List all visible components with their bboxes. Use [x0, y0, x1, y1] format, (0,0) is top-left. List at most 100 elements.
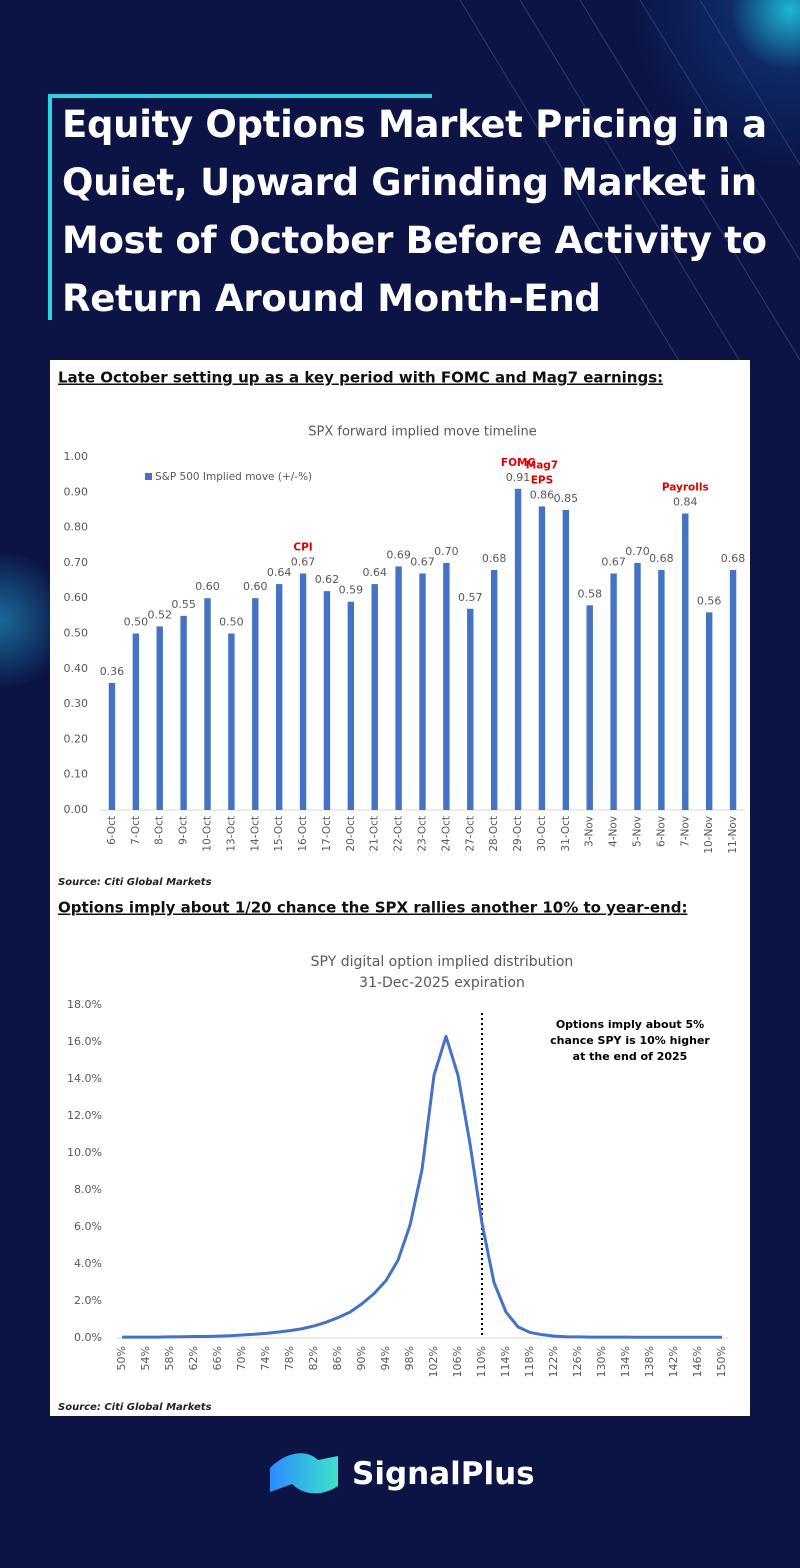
- x-tick-label: 10-Nov: [703, 816, 715, 854]
- value-label: 0.55: [171, 598, 196, 611]
- y-tick-label: 10.0%: [67, 1146, 102, 1159]
- bar: [538, 506, 546, 810]
- annotation: chance SPY is 10% higher: [550, 1034, 710, 1047]
- chart-title: SPX forward implied move timeline: [308, 425, 537, 440]
- x-tick-label: 54%: [139, 1346, 152, 1370]
- bar: [610, 573, 617, 810]
- bar: [395, 566, 402, 810]
- y-tick-label: 0.10: [64, 768, 89, 781]
- annotation: FOMC: [501, 457, 536, 469]
- background-lines: [459, 0, 800, 360]
- bar: [275, 584, 283, 810]
- x-tick-label: 10-Oct: [202, 816, 214, 852]
- source: Source: Citi Global Markets: [58, 1402, 212, 1413]
- bar: [252, 598, 259, 810]
- x-tick-label: 74%: [259, 1346, 272, 1370]
- y-tick-label: 0.00: [64, 803, 89, 816]
- line: [122, 1034, 722, 1339]
- y-tick-label: 12.0%: [67, 1109, 102, 1122]
- value-label: 0.68: [721, 552, 746, 565]
- y-tick-label: 8.0%: [74, 1183, 102, 1196]
- value-label: 0.91: [506, 471, 531, 484]
- x-tick-label: 22-Oct: [393, 816, 405, 852]
- x-tick-label: 70%: [235, 1346, 248, 1370]
- chart-subtitle: 31-Dec-2025 expiration: [359, 975, 525, 991]
- legend-label: S&P 500 Implied move (+/-%): [155, 471, 312, 483]
- bar: [729, 569, 737, 810]
- legend-swatch: [145, 473, 152, 480]
- x-tick-label: 3-Nov: [584, 816, 596, 847]
- x-tick-label: 13-Oct: [225, 816, 237, 852]
- x-tick-label: 7-Nov: [679, 816, 691, 847]
- value-label: 0.62: [315, 573, 340, 586]
- value-label: 0.86: [530, 488, 555, 501]
- y-tick-label: 0.40: [64, 662, 89, 675]
- value-label: 0.52: [147, 608, 172, 621]
- value-label: 0.57: [458, 591, 483, 604]
- y-tick-label: 0.90: [64, 485, 89, 498]
- x-tick-label: 102%: [427, 1346, 440, 1377]
- title-line: Quiet, Upward Grinding Market in: [62, 161, 757, 204]
- panel: [50, 360, 750, 1416]
- title-line: Equity Options Market Pricing in a: [62, 103, 767, 146]
- value-label: 0.85: [554, 492, 579, 505]
- bar: [562, 509, 570, 810]
- y-tick-label: 1.00: [64, 450, 89, 463]
- y-tick-label: 0.20: [64, 732, 89, 745]
- x-tick-label: 134%: [619, 1346, 632, 1377]
- x-tick-label: 146%: [691, 1346, 704, 1377]
- value-label: 0.56: [697, 594, 722, 607]
- title-accent: [48, 94, 432, 98]
- value-label: 0.64: [362, 566, 387, 579]
- x-tick-label: 6-Nov: [655, 816, 667, 847]
- annotation: Mag7: [526, 459, 558, 471]
- x-tick-label: 86%: [331, 1346, 344, 1370]
- bar: [634, 562, 641, 810]
- y-tick-label: 0.30: [64, 697, 89, 710]
- x-tick-label: 8-Oct: [154, 816, 166, 845]
- x-tick-label: 50%: [115, 1346, 128, 1370]
- bar: [419, 573, 426, 810]
- x-tick-label: 58%: [163, 1346, 176, 1370]
- x-tick-label: 24-Oct: [440, 816, 452, 852]
- bar: [204, 598, 211, 810]
- value-label: 0.84: [673, 495, 698, 508]
- x-tick-label: 62%: [187, 1346, 200, 1370]
- x-tick-label: 142%: [667, 1346, 680, 1377]
- x-tick-label: 66%: [211, 1346, 224, 1370]
- value-label: 0.36: [100, 665, 125, 678]
- brand-name: SignalPlus: [352, 1456, 535, 1492]
- section-caption: Options imply about 1/20 chance the SPX …: [58, 899, 687, 917]
- x-tick-label: 31-Oct: [560, 816, 572, 852]
- bar: [705, 612, 713, 810]
- value-label: 0.70: [434, 545, 459, 558]
- y-tick-label: 16.0%: [67, 1035, 102, 1048]
- x-tick-label: 110%: [475, 1346, 488, 1377]
- value-label: 0.60: [195, 580, 220, 593]
- source: Source: Citi Global Markets: [58, 877, 212, 888]
- bar: [347, 601, 355, 810]
- bar: [490, 569, 498, 810]
- x-tick-label: 130%: [595, 1346, 608, 1377]
- annotation: at the end of 2025: [573, 1050, 688, 1063]
- chart-title: SPY digital option implied distribution: [311, 954, 574, 970]
- annotation: Options imply about 5%: [556, 1018, 704, 1031]
- bar: [228, 633, 235, 810]
- bar: [586, 605, 593, 810]
- y-tick-label: 2.0%: [74, 1294, 102, 1307]
- x-tick-label: 28-Oct: [488, 816, 500, 852]
- x-tick-label: 15-Oct: [273, 816, 285, 852]
- title-box: Equity Options Market Pricing in a Quiet…: [48, 96, 767, 320]
- value-label: 0.68: [482, 552, 507, 565]
- y-tick-label: 0.0%: [74, 1331, 102, 1344]
- x-tick-label: 94%: [379, 1346, 392, 1370]
- x-tick-label: 106%: [451, 1346, 464, 1377]
- x-tick-label: 11-Nov: [727, 816, 739, 854]
- brand-logo: [270, 1453, 338, 1494]
- x-tick-label: 6-Oct: [106, 816, 118, 845]
- x-tick-label: 17-Oct: [321, 816, 333, 852]
- x-tick-label: 118%: [523, 1346, 536, 1377]
- bar: [180, 615, 187, 810]
- x-tick-label: 4-Nov: [608, 816, 620, 847]
